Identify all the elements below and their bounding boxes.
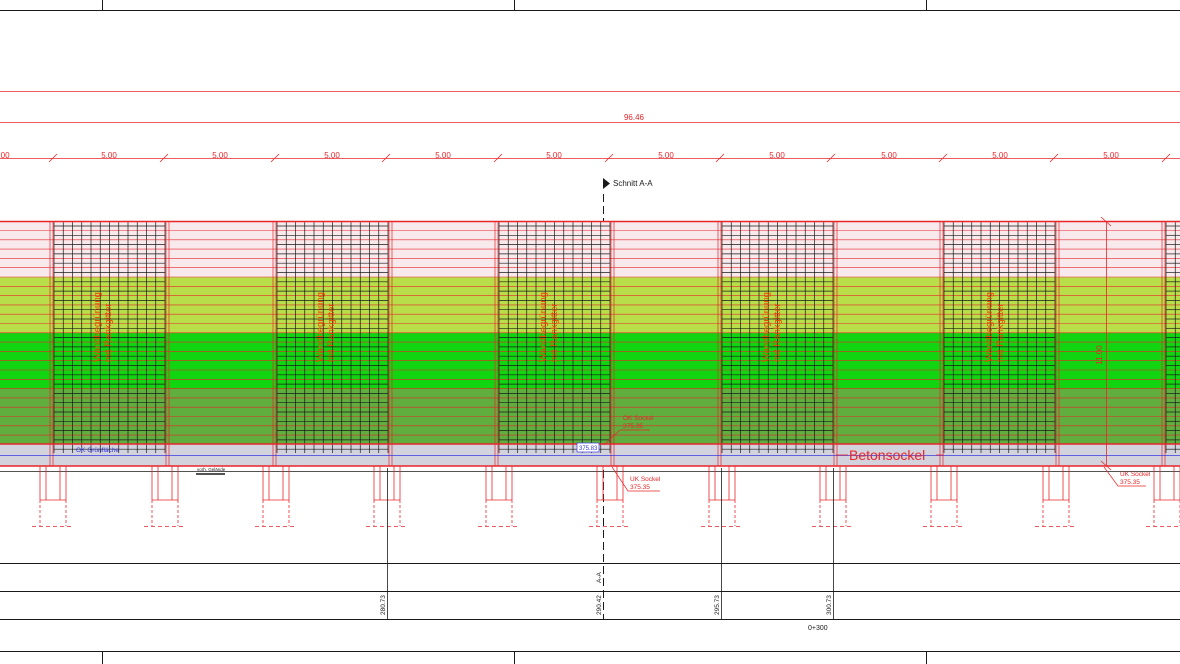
greening-label: Wandbegrünung mit Rankgitter [761,292,783,362]
dimension-tick [381,153,391,163]
ok-gruenflaeche-label: OK Grünfläche [76,447,119,454]
bay-label-3: 5.00 [324,151,340,160]
foundations [32,466,1180,527]
greening-label: Wandbegrünung mit Rankgitter [538,292,560,362]
greening-label-line1: Wandbegrünung [984,292,995,362]
trellis-panel [939,221,1060,466]
bay-label-6: 5.00 [658,151,674,160]
dimension-ticks [48,153,1171,163]
foundation [32,466,74,527]
station-label-2: 290.42 [596,595,603,615]
foundation [144,466,186,527]
dimension-tick [159,153,169,163]
dimension-tick [938,153,948,163]
greening-label-line2: mit Rankgitter [995,303,1006,362]
height-dimension-label: 11.00 [1095,345,1104,365]
greening-label: Wandbegrünung mit Rankgitter [315,292,337,362]
elevation-small-label: 375.83 [579,446,598,452]
betonsockel-label: Betonsockel [849,447,925,463]
station-lines [387,468,834,620]
foundation [923,466,965,527]
greening-label-line2: mit Rankgitter [772,303,783,362]
station-label-4: 300.73 [826,595,833,615]
greening-label-line2: mit Rankgitter [326,303,337,362]
greening-label: Wandbegrünung mit Rankgitter [984,292,1006,362]
foundation [1146,466,1180,527]
trellis-panel [272,221,393,466]
dimension-tick [826,153,836,163]
trellis-panel [494,221,615,466]
ok-sockel-label: OK Sockel [623,415,654,422]
uk-sockel-right-leader [1103,466,1146,487]
dimension-tick [493,153,503,163]
elevation-box [576,442,600,453]
station-label-1: 280.73 [380,595,387,615]
ok-sockel-value: 375.35 [623,423,643,430]
bay-label-8: 5.00 [881,151,897,160]
bay-label-1: 5.00 [101,151,117,160]
overall-dimension-lines [0,91,1180,159]
trellis-panel [1161,221,1180,466]
trellis-panel [49,221,170,466]
greening-label-line1: Wandbegrünung [315,292,326,362]
foundation [366,466,408,527]
vorh-gelaende-label: vorh. Gelände [197,467,226,472]
ok-sockel-leader [603,429,650,446]
foundation [589,466,631,527]
chainage-label: 0+300 [808,625,828,632]
foundation [812,466,854,527]
greening-label-line1: Wandbegrünung [92,292,103,362]
bay-label-5: 5.00 [546,151,562,160]
foundation [1035,466,1077,527]
uk-sockel-right-value: 375.35 [1120,479,1140,486]
greening-label: Wandbegrünung mit Rankgitter [92,292,114,362]
greening-labels: Wandbegrünung mit Rankgitter Wandbegrünung… [92,292,1006,362]
trellis-panels [49,221,1180,466]
dimension-tick [715,153,725,163]
foundation [478,466,520,527]
greening-label-line1: Wandbegrünung [761,292,772,362]
bay-label-partial: 5.00 [0,151,10,160]
section-marker-arrow [603,178,610,189]
dimension-tick [604,153,614,163]
foundation [255,466,297,527]
dimension-tick [1161,153,1171,163]
uk-sockel-right-label: UK Sockel [1120,471,1151,478]
wall-courses [0,230,1180,436]
uk-sockel-value: 375.35 [630,484,650,491]
foundation [701,466,743,527]
bay-label-2: 5.00 [212,151,228,160]
greening-label-line2: mit Rankgitter [549,303,560,362]
dimension-tick [48,153,58,163]
section-vertical-label: A-A [596,572,603,584]
height-dimension [1100,216,1112,471]
dimension-tick [1049,153,1059,163]
bay-label-10: 5.00 [1103,151,1119,160]
greening-label-line2: mit Rankgitter [103,303,114,362]
trellis-panel [717,221,838,466]
greening-label-line1: Wandbegrünung [538,292,549,362]
bay-label-7: 5.00 [769,151,785,160]
overall-length-label: 96.46 [624,113,645,122]
uk-sockel-label: UK Sockel [630,476,661,483]
section-marker-label: Schnitt A-A [613,179,653,188]
dimension-tick [270,153,280,163]
station-label-3: 295.73 [714,595,721,615]
bay-label-4: 5.00 [435,151,451,160]
uk-sockel-leader [611,466,660,492]
bay-label-9: 5.00 [992,151,1008,160]
